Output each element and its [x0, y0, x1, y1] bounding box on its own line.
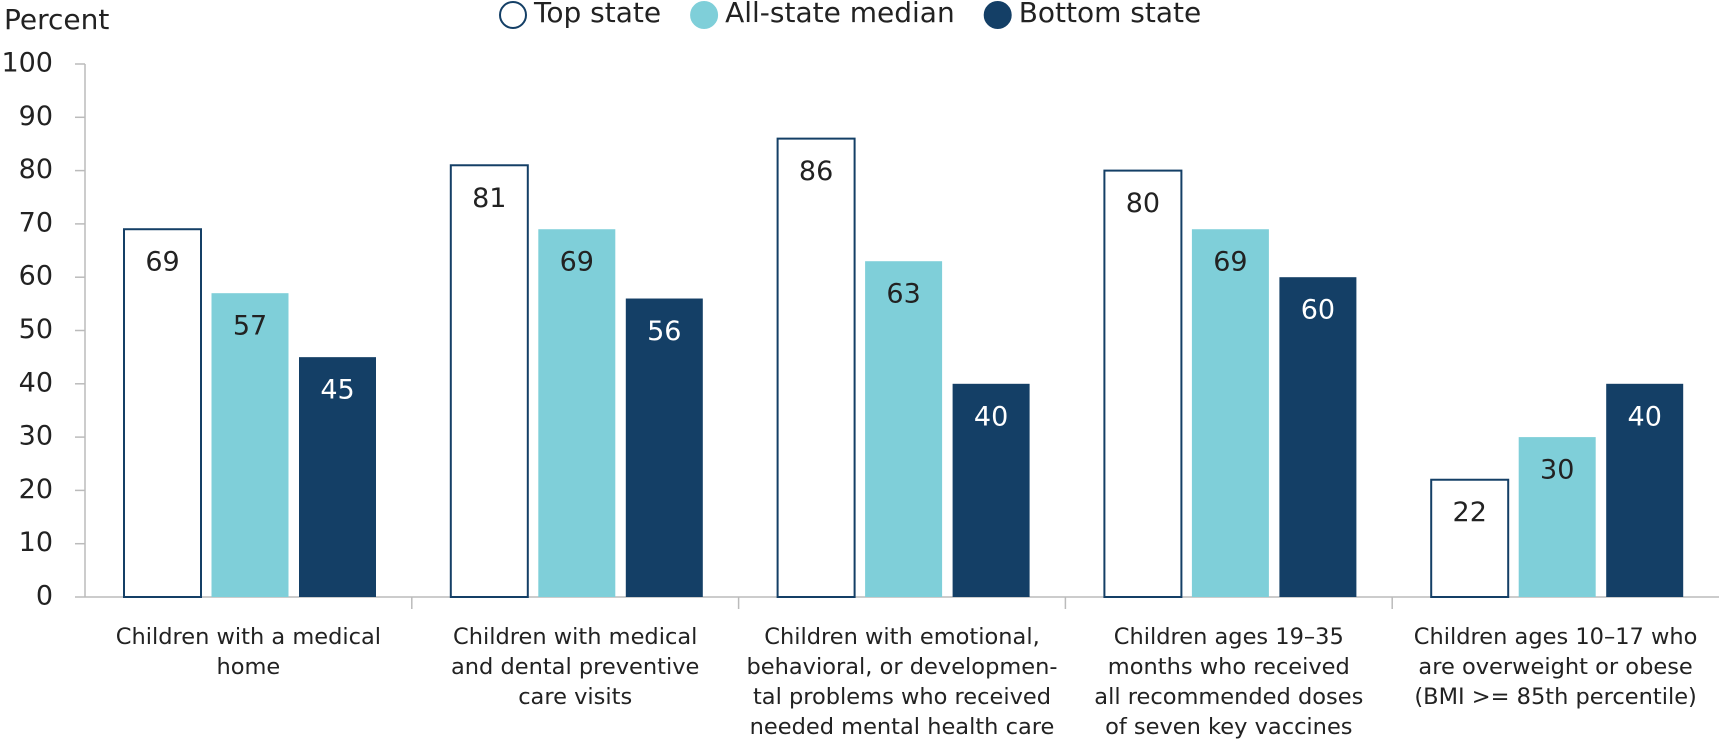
value-label: 63: [886, 279, 920, 310]
y-tick-label: 60: [19, 261, 53, 292]
value-label: 80: [1126, 188, 1160, 219]
y-tick-label: 10: [19, 527, 53, 558]
bar: [1103, 169, 1183, 598]
value-label: 40: [1628, 401, 1662, 432]
bar: [449, 164, 529, 599]
y-tick-label: 90: [19, 101, 53, 132]
bar: [1279, 277, 1357, 597]
legend-label: Top state: [533, 0, 661, 29]
y-tick-label: 70: [19, 207, 53, 238]
y-axis-title: Percent: [4, 3, 109, 36]
legend-label: Bottom state: [1019, 0, 1202, 29]
value-label: 40: [974, 401, 1008, 432]
value-label: 86: [799, 156, 833, 187]
bar: [1518, 437, 1596, 597]
y-tick-label: 80: [19, 154, 53, 185]
value-label: 57: [233, 311, 267, 342]
value-label: 81: [472, 183, 506, 214]
bar: [299, 357, 376, 597]
y-tick-label: 100: [1, 48, 53, 79]
value-label: 69: [145, 247, 179, 278]
value-label: 69: [560, 247, 594, 278]
value-label: 22: [1453, 497, 1487, 528]
value-label: 60: [1301, 295, 1335, 326]
value-label: 56: [647, 316, 681, 347]
value-label: 45: [320, 375, 354, 406]
y-tick-label: 50: [19, 314, 53, 345]
y-tick-label: 30: [19, 421, 53, 452]
legend-marker: [499, 1, 527, 29]
bar: [865, 261, 943, 597]
bar: [1191, 229, 1269, 598]
bar: [538, 229, 616, 598]
bar: [211, 293, 289, 597]
y-tick-label: 40: [19, 367, 53, 398]
y-tick-label: 20: [19, 474, 53, 505]
value-label: 30: [1540, 455, 1574, 486]
x-tick-label: Children with emotional, behavioral, or …: [746, 624, 1058, 740]
legend-marker: [690, 1, 719, 29]
bar: [1430, 478, 1510, 598]
bar: [776, 137, 856, 598]
y-tick-label: 0: [36, 581, 53, 612]
bar: [952, 383, 1030, 597]
x-tick-label: Children ages 10–17 who are overweight o…: [1413, 624, 1698, 710]
x-tick-label: Children with a medical home: [115, 624, 382, 680]
value-label: 69: [1213, 247, 1247, 278]
bar: [123, 228, 202, 598]
legend-marker: [983, 1, 1012, 29]
bar: [625, 298, 703, 597]
x-tick-label: Children ages 19–35 months who received …: [1094, 624, 1364, 740]
bar: [1606, 383, 1684, 597]
x-tick-label: Children with medical and dental prevent…: [450, 624, 700, 710]
legend-label: All-state median: [725, 0, 955, 29]
